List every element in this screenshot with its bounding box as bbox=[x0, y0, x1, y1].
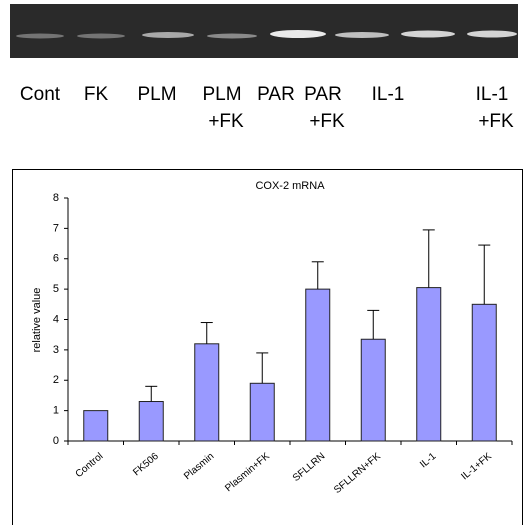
lane-label: PAR bbox=[257, 84, 295, 105]
bar bbox=[417, 288, 441, 441]
lane-label: +FK bbox=[208, 111, 244, 132]
x-tick-label: FK506 bbox=[131, 451, 161, 479]
bar bbox=[195, 344, 219, 441]
lane-label: FK bbox=[84, 84, 109, 105]
bar bbox=[139, 402, 163, 441]
y-tick-label: 7 bbox=[53, 222, 59, 234]
y-tick-label: 6 bbox=[53, 253, 59, 265]
lane-label: Cont bbox=[20, 84, 61, 105]
bar bbox=[250, 383, 274, 441]
y-axis-label: relative value bbox=[31, 288, 43, 353]
bar bbox=[361, 339, 385, 441]
lane-label: IL-1 bbox=[476, 84, 509, 105]
bar bbox=[84, 411, 108, 441]
x-tick-label: Plasmin bbox=[182, 451, 216, 482]
x-tick-label: IL-1 bbox=[418, 451, 439, 471]
lane-label: PLM bbox=[202, 84, 241, 105]
bar bbox=[306, 289, 330, 441]
chart-title: COX-2 mRNA bbox=[255, 180, 325, 192]
lane-label: PAR bbox=[304, 84, 342, 105]
x-tick-label: Plasmin+FK bbox=[223, 451, 272, 494]
lane-label: +FK bbox=[478, 111, 514, 132]
lane-label: IL-1 bbox=[372, 84, 405, 105]
y-tick-label: 4 bbox=[53, 313, 59, 325]
y-tick-label: 2 bbox=[53, 374, 59, 386]
x-tick-label: SFLLRN bbox=[291, 451, 327, 484]
y-tick-label: 3 bbox=[53, 344, 59, 356]
lane-label: +FK bbox=[309, 111, 345, 132]
x-tick-label: SFLLRN+FK bbox=[332, 451, 383, 496]
y-tick-label: 8 bbox=[53, 192, 59, 204]
x-tick-label: IL-1+FK bbox=[459, 451, 494, 483]
figure: COX-2 mRNA relative value Cont FK PLM PLM +F… bbox=[0, 0, 525, 525]
y-tick-label: 5 bbox=[53, 283, 59, 295]
y-tick-label: 0 bbox=[53, 435, 59, 447]
x-tick-label: Control bbox=[74, 451, 106, 480]
bar bbox=[472, 304, 496, 441]
y-tick-label: 1 bbox=[53, 405, 59, 417]
lane-label: PLM bbox=[137, 84, 176, 105]
